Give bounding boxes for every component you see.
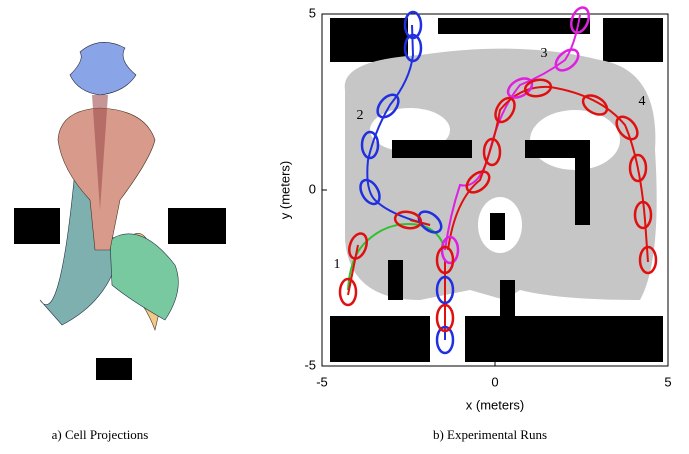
wall — [465, 316, 663, 362]
wall — [500, 280, 515, 316]
obstacle — [14, 208, 60, 244]
y-axis-label: y (meters) — [277, 161, 292, 220]
x-tick-label: 0 — [491, 374, 498, 389]
wall — [330, 316, 430, 362]
caption: a) Cell Projections — [52, 427, 149, 442]
y-tick-label: -5 — [304, 357, 316, 372]
wall — [392, 140, 472, 158]
map — [322, 5, 668, 366]
x-tick-label: 5 — [664, 374, 671, 389]
run-label: 3 — [541, 46, 548, 61]
obstacle — [168, 208, 226, 244]
wall — [575, 140, 590, 225]
obstacle — [96, 358, 132, 380]
cell-projections: a) Cell Projections — [14, 42, 226, 442]
cell-mesh — [70, 42, 136, 95]
wall — [388, 260, 403, 300]
y-tick-label: 0 — [309, 181, 316, 196]
cell-mesh — [110, 234, 178, 320]
wall — [330, 18, 408, 62]
run-label: 1 — [334, 257, 341, 272]
y-tick-label: 5 — [309, 5, 316, 20]
figure: a) Cell Projections — [0, 0, 689, 454]
run-label: 2 — [357, 108, 364, 123]
wall — [438, 18, 590, 34]
wall — [490, 213, 505, 240]
wall — [603, 18, 663, 62]
caption: b) Experimental Runs — [433, 427, 547, 442]
x-axis-label: x (meters) — [466, 397, 525, 412]
x-tick-label: -5 — [316, 374, 328, 389]
run-label: 4 — [639, 94, 646, 109]
